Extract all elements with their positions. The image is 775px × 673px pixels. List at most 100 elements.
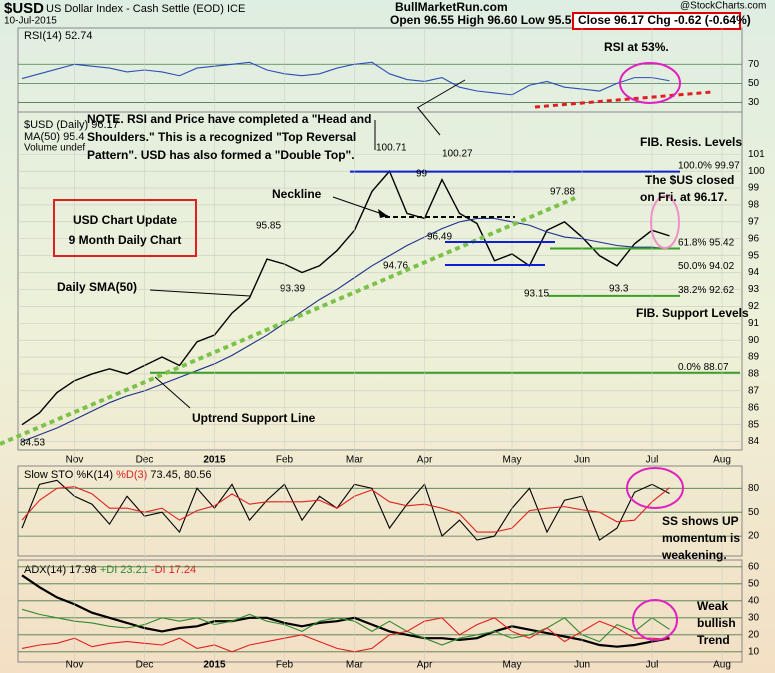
y-tick-label: 20	[748, 629, 760, 640]
x-tick-label: Nov	[66, 660, 84, 671]
price-label: 94.76	[383, 261, 408, 272]
y-tick-label: 89	[748, 352, 760, 363]
y-tick-label: 96	[748, 233, 760, 244]
y-tick-label: 80	[748, 483, 760, 494]
fib-pct: 100.0%	[678, 160, 712, 171]
x-tick-label: Apr	[417, 455, 433, 466]
update-title: USD Chart Update	[73, 213, 177, 227]
y-tick-label: 40	[748, 595, 760, 606]
y-tick-label: 10	[748, 646, 760, 657]
x-tick-label: Mar	[346, 660, 364, 671]
y-tick-label: 50	[748, 578, 760, 589]
price-label: 99	[416, 169, 428, 180]
fib-pct: 50.0%	[678, 261, 706, 272]
y-tick-label: 87	[748, 385, 760, 396]
fib-support: FIB. Support Levels	[636, 306, 749, 320]
adx-legend: ADX(14) 17.98 +DI 23.21 -DI 17.24	[24, 564, 196, 576]
price-label: 93.3	[609, 284, 629, 295]
price-label: 100.71	[376, 143, 407, 154]
fib-value: 88.07	[704, 361, 729, 372]
price-legend: $USD (Daily) 96.17	[24, 119, 119, 131]
price-label: 100.27	[442, 149, 473, 160]
series-line	[21, 479, 670, 541]
adx-note: bullish	[697, 616, 736, 630]
y-tick-label: 20	[748, 531, 760, 542]
y-tick-label: 86	[748, 402, 760, 413]
x-tick-label: Jun	[574, 660, 590, 671]
x-tick-label: Dec	[136, 660, 154, 671]
series-line	[21, 169, 670, 426]
y-tick-label: 97	[748, 216, 760, 227]
rsi-note: RSI at 53%.	[604, 40, 669, 54]
closed-note: on Fri. at 96.17.	[640, 190, 727, 204]
x-tick-label: Mar	[346, 455, 364, 466]
update-title: 9 Month Daily Chart	[69, 233, 182, 247]
y-tick-label: 50	[748, 78, 760, 89]
y-tick-label: 94	[748, 267, 760, 278]
source: @StockCharts.com	[680, 1, 766, 12]
x-tick-label: Aug	[713, 660, 731, 671]
ma-legend: MA(50) 95.4	[24, 131, 85, 143]
x-tick-label: 2015	[203, 660, 226, 671]
fib-value: 99.97	[715, 160, 740, 171]
symbol: $USD	[4, 0, 44, 17]
y-tick-label: 99	[748, 183, 760, 194]
y-tick-label: 91	[748, 318, 760, 329]
y-tick-label: 30	[748, 612, 760, 623]
instrument: US Dollar Index - Cash Settle (EOD) ICE	[46, 3, 245, 15]
x-tick-label: Apr	[417, 660, 433, 671]
y-tick-label: 30	[748, 97, 760, 108]
fib-label: 61.8% 95.42	[678, 237, 735, 248]
y-tick-label: 70	[748, 59, 760, 70]
fib-label: 100.0% 99.97	[678, 160, 740, 171]
adx-note: Trend	[697, 633, 730, 647]
ohl: Open 96.55 High 96.60 Low 95.56	[390, 13, 578, 27]
neckline-label: Neckline	[272, 187, 322, 201]
price-label: 93.39	[280, 284, 305, 295]
x-tick-label: May	[503, 660, 522, 671]
x-tick-label: Jul	[646, 660, 659, 671]
panel-frames	[17, 27, 743, 663]
y-tick-label: 50	[748, 507, 760, 518]
fib-pct: 38.2%	[678, 285, 706, 296]
price-label: 84.53	[20, 438, 45, 449]
sma-label: Daily SMA(50)	[57, 280, 137, 294]
rsi-legend: RSI(14) 52.74	[24, 30, 92, 42]
fib-label: 0.0% 88.07	[678, 361, 729, 372]
y-tick-label: 101	[748, 149, 765, 160]
y-tick-label: 93	[748, 284, 760, 295]
price-label: 93.15	[524, 289, 549, 300]
price-label: 95.85	[256, 221, 281, 232]
uptrend-label: Uptrend Support Line	[192, 411, 316, 425]
note-line: Shoulders." This is a recognized "Top Re…	[87, 130, 356, 144]
fib-pct: 61.8%	[678, 237, 706, 248]
fib-label: 50.0% 94.02	[678, 261, 735, 272]
y-tick-label: 85	[748, 419, 760, 430]
series-line	[21, 617, 670, 653]
sto-legend: Slow STO %K(14) %D(3) 73.45, 80.56	[24, 469, 212, 481]
price-label: 97.88	[550, 187, 575, 198]
y-tick-label: 60	[748, 561, 760, 572]
y-tick-label: 92	[748, 301, 760, 312]
price-label: 96.49	[427, 232, 452, 243]
sto-note: weakening.	[661, 548, 727, 562]
y-tick-label: 100	[748, 166, 765, 177]
closed-note: The $US closed	[645, 173, 734, 187]
note-line: Pattern". USD has also formed a "Double …	[87, 148, 355, 162]
sto-note: SS shows UP	[662, 514, 739, 528]
series-line	[21, 608, 670, 646]
sto-note: momentum is	[662, 531, 740, 545]
series-line	[21, 61, 670, 96]
y-tick-label: 84	[748, 436, 760, 447]
adx-note: Weak	[697, 599, 728, 613]
y-tick-label: 95	[748, 250, 760, 261]
note-line: NOTE. RSI and Price have completed a "He…	[87, 112, 371, 126]
y-tick-label: 88	[748, 369, 760, 380]
y-tick-label: 90	[748, 335, 760, 346]
series-line	[21, 486, 670, 533]
series-line	[21, 217, 670, 443]
fib-label: 38.2% 92.62	[678, 285, 735, 296]
fib-pct: 0.0%	[678, 361, 701, 372]
drawings	[0, 62, 713, 641]
